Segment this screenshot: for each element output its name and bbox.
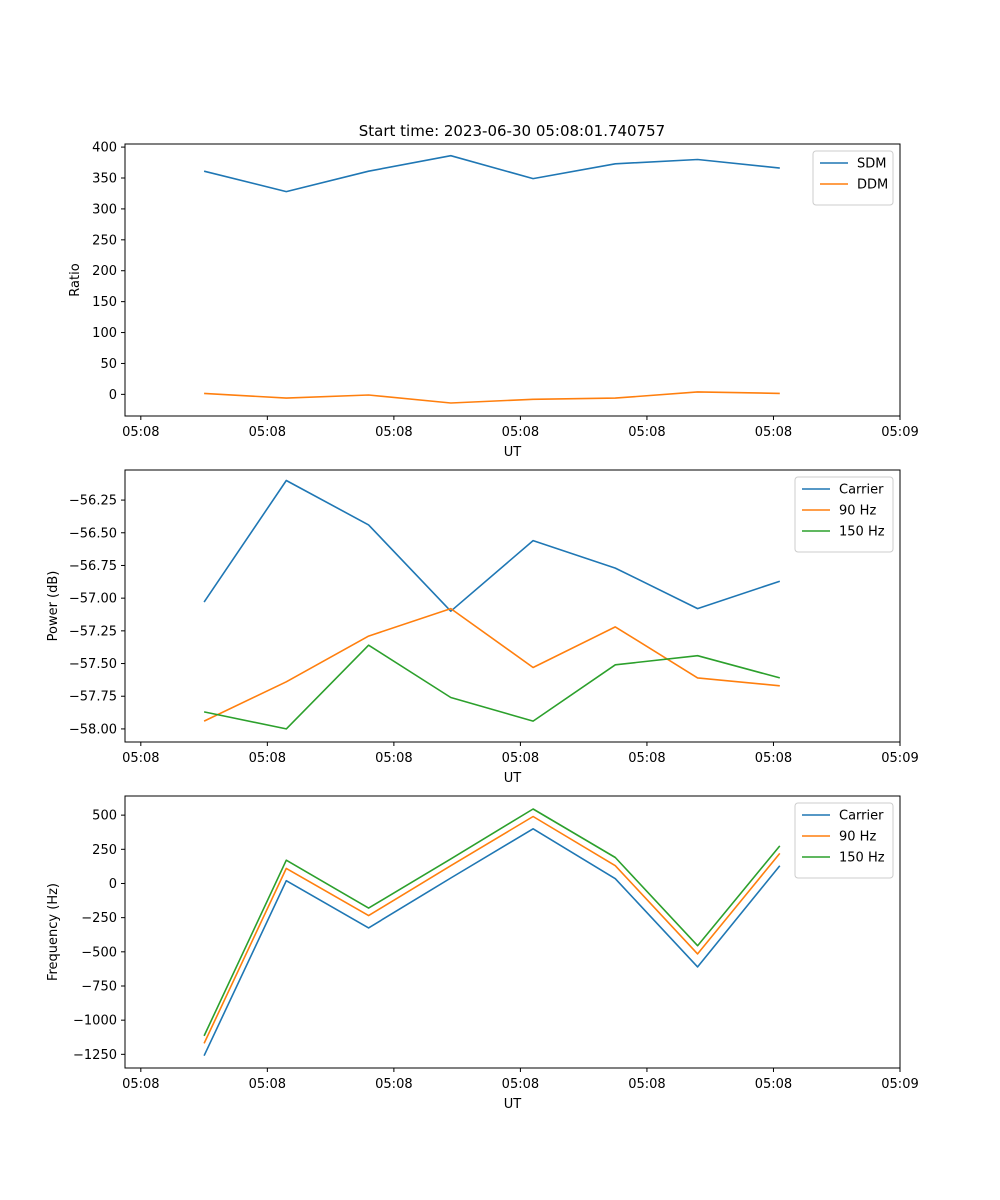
legend-box [812,150,894,206]
y-tick-label: −56.75 [69,559,117,574]
x-axis-label: UT [504,1097,522,1112]
axes-frame [124,143,901,417]
legend-label: Carrier [839,809,884,824]
x-tick-label: 05:08 [249,1077,286,1092]
legend-box [794,802,894,879]
x-tick-label: 05:09 [881,1077,918,1092]
x-tick-label: 05:08 [755,1077,792,1092]
legend-box [794,476,894,553]
x-tick-label: 05:08 [375,751,412,766]
y-tick-label: −1250 [73,1048,117,1063]
x-tick-label: 05:08 [502,751,539,766]
y-tick-label: 0 [109,388,117,403]
y-axis-label: Ratio [68,263,83,296]
series-line-90-hz [203,607,780,722]
legend-label: 150 Hz [839,851,885,866]
x-tick-label: 05:08 [502,425,539,440]
y-tick-label: 250 [92,843,117,858]
y-tick-label: −57.00 [69,592,117,607]
series-line-150-hz [203,644,781,730]
x-tick-label: 05:08 [628,425,665,440]
legend-label: Carrier [839,483,884,498]
y-tick-label: −56.25 [69,494,117,509]
y-tick-label: −57.75 [69,690,117,705]
legend-label: 150 Hz [839,525,885,540]
power-panel: 05:08 05:08 05:08 05:08 05:08 05:08 05:09 −58.0… [46,469,919,786]
y-tick-label: 0 [109,877,117,892]
y-tick-label: 100 [92,326,117,341]
y-axis-label: Frequency (Hz) [46,883,61,981]
x-tick-label: 05:08 [122,425,159,440]
x-tick-label: 05:08 [755,751,792,766]
x-tick-label: 05:08 [249,425,286,440]
x-tick-label: 05:08 [502,1077,539,1092]
x-tick-label: 05:08 [628,1077,665,1092]
axes-frame [124,469,901,743]
series-line-150-hz [203,808,781,1037]
y-tick-label: 300 [92,202,117,217]
y-tick-label: −1000 [73,1014,117,1029]
y-tick-label: −57.50 [69,657,117,672]
series-line-carrier [203,479,781,613]
y-axis-label: Power (dB) [46,571,61,642]
legend-label: 90 Hz [839,504,876,519]
y-tick-label: 400 [92,141,117,156]
x-tick-label: 05:09 [881,425,918,440]
series-line-carrier [203,827,781,1057]
x-tick-label: 05:08 [375,1077,412,1092]
y-tick-label: −500 [81,945,117,960]
x-tick-label: 05:08 [249,751,286,766]
legend-label: DDM [857,178,888,193]
series-line-90-hz [203,815,781,1044]
y-tick-label: 250 [92,233,117,248]
x-tick-label: 05:09 [881,751,918,766]
x-axis-label: UT [504,771,522,786]
y-tick-label: −56.50 [69,526,117,541]
x-axis-label: UT [504,445,522,460]
x-tick-label: 05:08 [122,1077,159,1092]
y-tick-label: −750 [81,979,117,994]
x-tick-label: 05:08 [628,751,665,766]
frequency-panel: 05:08 05:08 05:08 05:08 05:08 05:08 05:09 −1250… [46,795,919,1112]
axes-frame [124,795,901,1069]
y-tick-label: −57.25 [69,624,117,639]
y-tick-label: 500 [92,809,117,824]
series-line-ddm [204,391,780,404]
y-tick-label: −250 [81,911,117,926]
x-tick-label: 05:08 [755,425,792,440]
y-tick-label: 150 [92,295,117,310]
x-tick-label: 05:08 [375,425,412,440]
y-tick-label: 350 [92,172,117,187]
legend-label: SDM [857,157,886,172]
y-tick-label: −58.00 [69,722,117,737]
y-tick-label: 200 [92,264,117,279]
series-line-sdm [203,154,780,193]
figure-title: Start time: 2023-06-30 05:08:01.740757 [359,122,665,140]
legend-label: 90 Hz [839,830,876,845]
ratio-panel: 05:08 05:08 05:08 05:08 05:08 05:08 05:09 0 50 10… [68,141,919,460]
x-tick-label: 05:08 [122,751,159,766]
y-tick-label: 50 [100,357,117,372]
